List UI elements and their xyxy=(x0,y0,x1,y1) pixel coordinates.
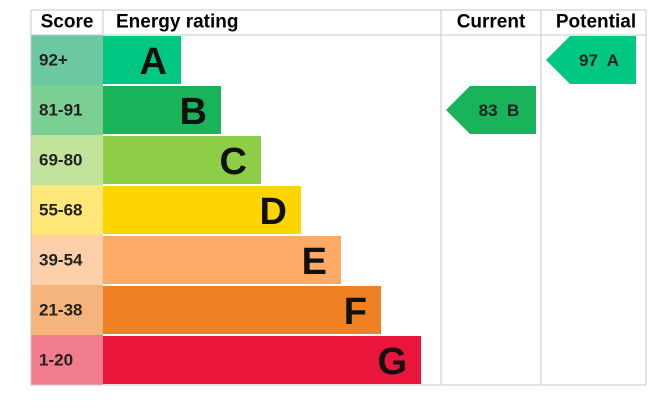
header: Current xyxy=(457,12,526,33)
score-cell xyxy=(31,185,103,235)
rating-bar xyxy=(103,286,381,334)
rating-bar xyxy=(103,336,421,384)
score-cell xyxy=(31,235,103,285)
score-cell xyxy=(31,335,103,385)
rating-label: 97 A xyxy=(579,51,619,70)
band-letter: G xyxy=(377,341,407,383)
band-letter: A xyxy=(140,41,167,83)
rating-bar xyxy=(103,36,181,84)
score-cell xyxy=(31,135,103,185)
band-letter: F xyxy=(344,291,367,333)
band-letter: C xyxy=(220,141,247,183)
score-cell xyxy=(31,285,103,335)
rating-bar xyxy=(103,236,341,284)
header: Energy rating xyxy=(116,12,238,33)
rating-label: 83 B xyxy=(479,101,520,120)
score-label: 39-54 xyxy=(39,251,83,270)
rating-score: 83 xyxy=(479,101,498,120)
band-letter: B xyxy=(180,91,207,133)
rating-bar xyxy=(103,86,221,134)
band-letter: D xyxy=(260,191,287,233)
score-label: 21-38 xyxy=(39,301,82,320)
score-label: 55-68 xyxy=(39,201,82,220)
rating-bar xyxy=(103,136,261,184)
rating-arrow xyxy=(446,86,536,134)
rating-bar xyxy=(103,186,301,234)
potential-indicator: 97 A xyxy=(546,36,636,84)
header: Potential xyxy=(556,12,636,33)
score-label: 69-80 xyxy=(39,151,82,170)
score-cell xyxy=(31,35,103,85)
score-cell xyxy=(31,85,103,135)
table-border xyxy=(30,9,647,386)
rating-arrow xyxy=(546,36,636,84)
rating-band: A xyxy=(607,51,619,70)
score-label: 92+ xyxy=(39,51,68,70)
header: Score xyxy=(41,12,94,33)
score-label: 81-91 xyxy=(39,101,82,120)
rating-band: B xyxy=(507,101,519,120)
score-label: 1-20 xyxy=(39,351,73,370)
current-indicator: 83 B xyxy=(446,86,536,134)
band-letter: E xyxy=(302,241,327,283)
rating-score: 97 xyxy=(579,51,598,70)
